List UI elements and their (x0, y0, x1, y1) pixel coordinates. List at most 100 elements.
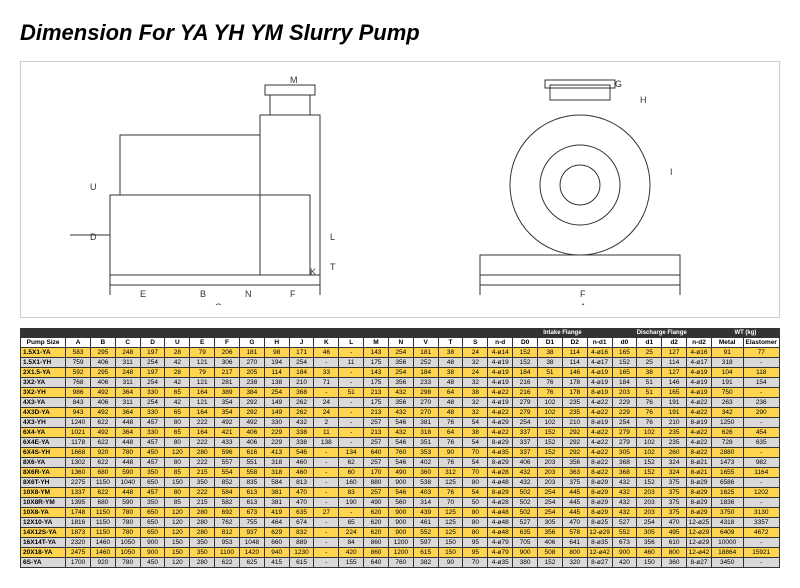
table-cell: 206 (215, 348, 240, 358)
table-row: 6X4-YA10214923643306516442140622933811-2… (21, 428, 780, 438)
svg-text:H: H (640, 95, 647, 105)
table-cell: 254 (140, 358, 165, 368)
table-cell: 900 (612, 548, 637, 558)
table-cell: 760 (388, 558, 413, 568)
table-cell: 432 (289, 418, 314, 428)
table-cell: 660 (264, 538, 289, 548)
table-cell: 330 (140, 428, 165, 438)
table-cell: 448 (115, 418, 140, 428)
table-cell: 257 (364, 488, 389, 498)
column-header: A (66, 338, 91, 348)
table-cell: 406 (90, 398, 115, 408)
table-cell: - (743, 358, 780, 368)
table-cell: 8-ø22 (587, 458, 612, 468)
column-header: G (239, 338, 264, 348)
table-cell: 940 (264, 548, 289, 558)
table-cell: 65 (165, 428, 190, 438)
table-cell: 3X2-YH (21, 388, 66, 398)
column-header: Metal (711, 338, 743, 348)
table-cell: 10000 (711, 538, 743, 548)
table-cell: 10X8R-YM (21, 498, 66, 508)
table-cell: 254 (140, 378, 165, 388)
table-cell: 292 (239, 398, 264, 408)
svg-text:B: B (200, 289, 206, 299)
table-cell: 279 (513, 398, 538, 408)
table-cell: 4-ø19 (488, 358, 513, 368)
table-cell: 900 (388, 518, 413, 528)
table-cell: 375 (562, 478, 587, 488)
table-cell: 76 (438, 458, 463, 468)
table-cell: 79 (190, 348, 215, 358)
table-cell: 280 (190, 518, 215, 528)
table-cell: 8-ø19 (587, 388, 612, 398)
table-cell: 680 (90, 468, 115, 478)
table-cell: 597 (413, 538, 438, 548)
table-cell: 8X6-YA (21, 458, 66, 468)
table-cell: 125 (438, 528, 463, 538)
table-cell: 229 (612, 408, 637, 418)
table-cell: 292 (239, 408, 264, 418)
table-cell: 76 (637, 398, 662, 408)
table-cell: 4-ø29 (488, 418, 513, 428)
table-cell: 616 (239, 448, 264, 458)
table-cell: 552 (413, 528, 438, 538)
table-cell: 152 (637, 468, 662, 478)
table-cell: 384 (239, 388, 264, 398)
table-cell: 281 (215, 378, 240, 388)
table-cell: 194 (264, 358, 289, 368)
table-cell: 1250 (711, 418, 743, 428)
table-cell: 490 (388, 468, 413, 478)
table-cell: 254 (289, 358, 314, 368)
table-cell: 216 (513, 378, 538, 388)
table-cell: - (314, 488, 339, 498)
table-cell: 432 (612, 498, 637, 508)
table-cell: 229 (264, 438, 289, 448)
table-cell: 51 (637, 378, 662, 388)
table-cell: 439 (413, 508, 438, 518)
table-cell: 360 (662, 558, 687, 568)
table-cell: 191 (662, 398, 687, 408)
table-cell: 8-ø35 (587, 538, 612, 548)
table-cell: 4-ø22 (587, 438, 612, 448)
table-cell: 181 (413, 348, 438, 358)
table-cell: 12X10-YA (21, 518, 66, 528)
svg-text:K: K (310, 267, 316, 277)
table-cell: 165 (612, 368, 637, 378)
table-cell: 149 (264, 408, 289, 418)
table-cell: 4-ø19 (687, 378, 712, 388)
table-cell: 222 (190, 418, 215, 428)
table-cell: 32 (463, 398, 488, 408)
table-cell: 650 (140, 508, 165, 518)
table-cell: 138 (264, 378, 289, 388)
column-header-row: Pump SizeABCDUEFGHJKLMNVTSn-dD0D1D2n-d1d… (21, 338, 780, 348)
table-cell: 150 (165, 478, 190, 488)
table-cell: 554 (215, 468, 240, 478)
table-cell: 20X18-YA (21, 548, 66, 558)
table-cell: 620 (364, 528, 389, 538)
table-cell: 10X8-YA (21, 508, 66, 518)
table-cell: - (339, 408, 364, 418)
table-cell: 1668 (66, 448, 91, 458)
table-cell: 42 (165, 378, 190, 388)
table-cell: 4-ø19 (488, 378, 513, 388)
table-cell: 1048 (239, 538, 264, 548)
table-cell: 48 (438, 378, 463, 388)
table-cell: 76 (438, 438, 463, 448)
table-cell: 83 (339, 488, 364, 498)
table-cell: 1100 (215, 548, 240, 558)
table-cell: 622 (90, 458, 115, 468)
table-cell: 4-ø48 (488, 478, 513, 488)
table-cell: 79 (190, 368, 215, 378)
table-cell: 432 (388, 388, 413, 398)
svg-text:U: U (90, 182, 97, 192)
table-cell: 368 (612, 468, 637, 478)
discharge-flange-header: Discharge Flange (612, 329, 711, 338)
table-cell: 546 (388, 488, 413, 498)
table-cell: 1395 (66, 498, 91, 508)
table-cell: 164 (190, 408, 215, 418)
table-cell: 860 (364, 538, 389, 548)
table-cell: 152 (513, 358, 538, 368)
intake-flange-header: Intake Flange (513, 329, 612, 338)
table-cell: 324 (662, 458, 687, 468)
table-cell: 155 (339, 558, 364, 568)
